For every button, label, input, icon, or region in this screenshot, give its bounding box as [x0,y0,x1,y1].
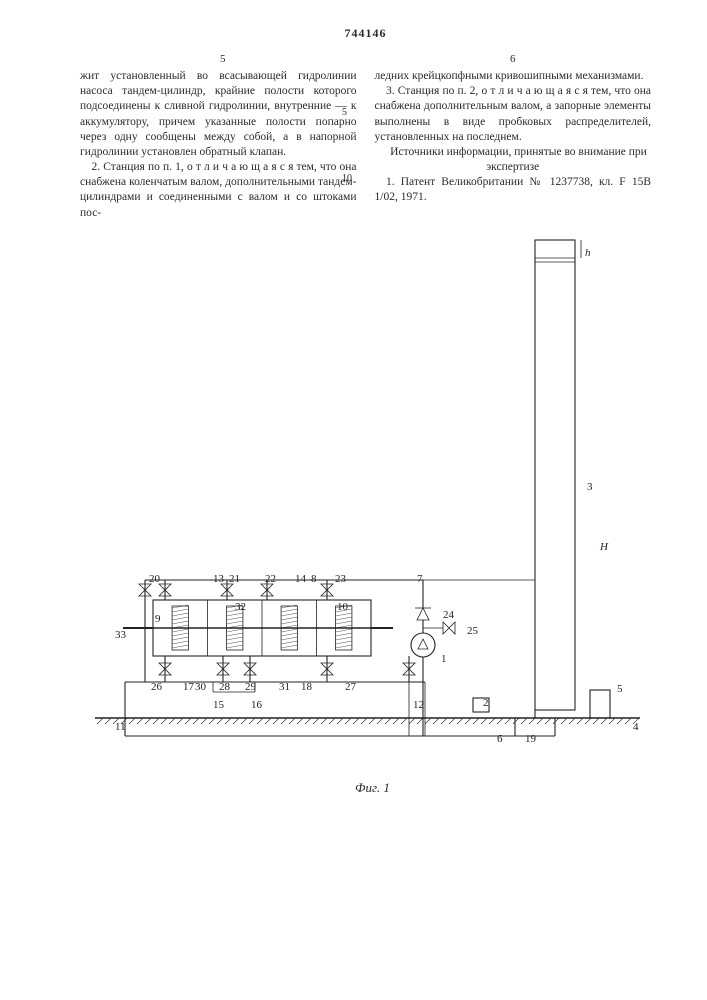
svg-text:21: 21 [229,573,240,585]
svg-text:28: 28 [219,681,231,693]
right-col-sources-title: Источники информации, принятые во вниман… [375,145,652,175]
left-column: жит установленный во всасывающей гидроли… [80,69,357,221]
svg-text:7: 7 [417,573,423,585]
left-col-p1: жит установленный во всасывающей гидроли… [80,69,357,160]
svg-text:H: H [599,541,609,553]
svg-text:18: 18 [301,681,313,693]
right-column: ледних крейцкопфными кривошипными механи… [375,69,652,221]
svg-text:2: 2 [483,697,489,709]
svg-text:4: 4 [633,721,639,733]
left-col-p2: 2. Станция по п. 1, о т л и ч а ю щ а я … [80,160,357,221]
svg-text:31: 31 [279,681,290,693]
svg-text:22: 22 [265,573,276,585]
svg-text:33: 33 [115,629,127,641]
right-col-p1: ледних крейцкопфными кривошипными механи… [375,69,652,84]
text-columns: жит установленный во всасывающей гидроли… [80,69,651,221]
svg-text:10: 10 [337,601,349,613]
svg-text:9: 9 [155,613,161,625]
svg-text:17: 17 [183,681,195,693]
right-col-p3: 1. Патент Великобритании № 1237738, кл. … [375,175,652,205]
line-num-10: 10 [342,174,352,184]
svg-text:25: 25 [467,625,479,637]
svg-text:12: 12 [413,699,424,711]
svg-text:29: 29 [245,681,257,693]
svg-text:1: 1 [441,653,447,665]
line-num-5: 5 [342,108,347,118]
right-col-p2: 3. Станция по п. 2, о т л и ч а ю щ а я … [375,84,652,145]
page-num-right: 6 [510,53,516,65]
svg-text:11: 11 [115,721,126,733]
svg-text:20: 20 [149,573,161,585]
document-number: 744146 [80,26,651,41]
svg-text:24: 24 [443,609,455,621]
svg-text:13: 13 [213,573,225,585]
page-num-left: 5 [220,53,226,65]
svg-text:15: 15 [213,699,225,711]
svg-text:6: 6 [497,733,503,745]
svg-text:h: h [585,247,591,259]
column-page-numbers: 5 6 [80,53,651,67]
figure-svg: 3Hh4526191242572712183116152928301726112… [95,230,640,790]
svg-text:14: 14 [295,573,307,585]
figure-1: 3Hh4526191242572712183116152928301726112… [95,230,640,790]
svg-text:5: 5 [617,683,623,695]
svg-text:23: 23 [335,573,347,585]
svg-text:3: 3 [587,481,593,493]
svg-text:19: 19 [525,733,537,745]
svg-text:26: 26 [151,681,163,693]
svg-text:8: 8 [311,573,317,585]
svg-text:27: 27 [345,681,357,693]
svg-text:16: 16 [251,699,263,711]
svg-text:30: 30 [195,681,207,693]
figure-caption: Фиг. 1 [355,780,390,796]
svg-text:32: 32 [235,601,246,613]
